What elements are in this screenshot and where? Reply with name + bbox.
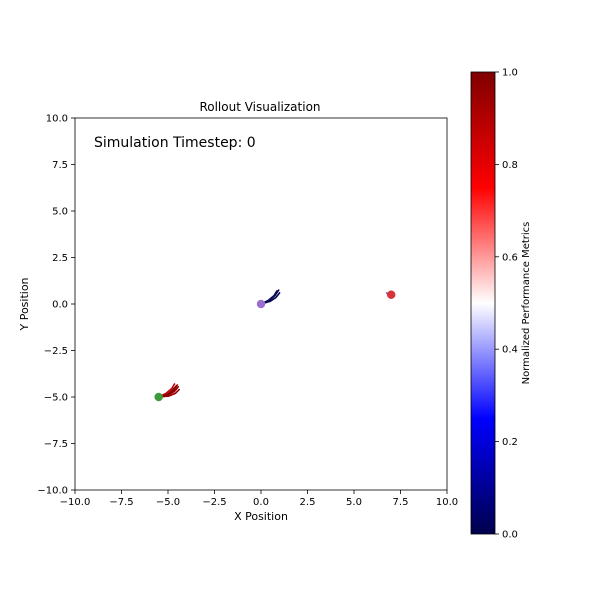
agent-point bbox=[154, 392, 163, 402]
x-tick-label: 2.5 bbox=[300, 497, 316, 508]
x-tick-label: 7.5 bbox=[393, 497, 409, 508]
colorbar-label: Normalized Performance Metrics bbox=[521, 222, 532, 385]
x-tick-label: −5.0 bbox=[156, 497, 180, 508]
y-axis-label: Y Position bbox=[18, 277, 31, 331]
x-tick-layer: −10.0 −7.5 −5.0 −2.5 0.0 2.5 5.0 7.5 10.0 bbox=[60, 490, 458, 508]
y-tick-label: 10.0 bbox=[46, 114, 68, 125]
y-tick-label: −2.5 bbox=[44, 346, 68, 357]
y-tick-label: 2.5 bbox=[52, 253, 68, 264]
trajectory-line bbox=[157, 388, 180, 398]
y-tick-label: 7.5 bbox=[52, 160, 68, 171]
y-tick-label: −5.0 bbox=[44, 393, 68, 404]
colorbar-tick-label: 0.0 bbox=[502, 530, 518, 541]
x-tick-label: 10.0 bbox=[436, 497, 458, 508]
x-tick-label: −10.0 bbox=[60, 497, 91, 508]
x-axis-label: X Position bbox=[234, 510, 288, 523]
x-tick-label: 5.0 bbox=[346, 497, 362, 508]
x-tick-label: −7.5 bbox=[109, 497, 133, 508]
agent-point bbox=[256, 299, 266, 309]
point-layer bbox=[154, 290, 396, 402]
y-tick-label: 0.0 bbox=[52, 300, 68, 311]
colorbar-tick-label: 0.6 bbox=[502, 252, 518, 263]
timestep-annotation: Simulation Timestep: 0 bbox=[94, 135, 256, 151]
colorbar-tick-label: 0.4 bbox=[502, 345, 518, 356]
colorbar-tick-label: 1.0 bbox=[502, 68, 518, 79]
colorbar bbox=[470, 71, 496, 535]
agent-point bbox=[386, 290, 396, 299]
colorbar-tick-label: 0.2 bbox=[502, 437, 518, 448]
y-tick-label: −10.0 bbox=[37, 486, 68, 497]
chart-title: Rollout Visualization bbox=[199, 100, 320, 114]
y-tick-label: 5.0 bbox=[52, 207, 68, 218]
y-tick-label: −7.5 bbox=[44, 439, 68, 450]
colorbar-tick-layer: 0.0 0.2 0.4 0.6 0.8 1.0 bbox=[495, 68, 518, 541]
trajectory-line bbox=[260, 292, 281, 305]
trajectory-line bbox=[157, 385, 178, 398]
y-tick-layer: −10.0 −7.5 −5.0 −2.5 0.0 2.5 5.0 7.5 10.0 bbox=[37, 114, 75, 497]
x-tick-label: 0.0 bbox=[253, 497, 269, 508]
x-tick-label: −2.5 bbox=[202, 497, 226, 508]
colorbar-tick-label: 0.8 bbox=[502, 160, 518, 171]
